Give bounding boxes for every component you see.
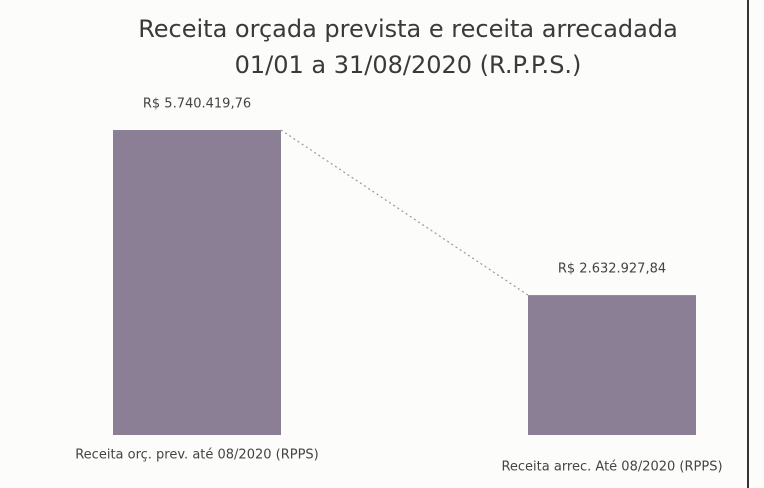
- bar: [528, 295, 696, 435]
- chart-subtitle: 01/01 a 31/08/2020 (R.P.P.S.): [235, 51, 582, 79]
- chart-title: Receita orçada prevista e receita arreca…: [138, 15, 678, 43]
- trend-line: [280, 129, 529, 296]
- bar: [113, 130, 281, 435]
- x-tick-label: Receita arrec. Até 08/2020 (RPPS): [501, 460, 722, 475]
- value-label: R$ 2.632.927,84: [558, 262, 666, 277]
- value-label: R$ 5.740.419,76: [143, 97, 251, 112]
- x-tick-label: Receita orç. prev. até 08/2020 (RPPS): [75, 448, 319, 463]
